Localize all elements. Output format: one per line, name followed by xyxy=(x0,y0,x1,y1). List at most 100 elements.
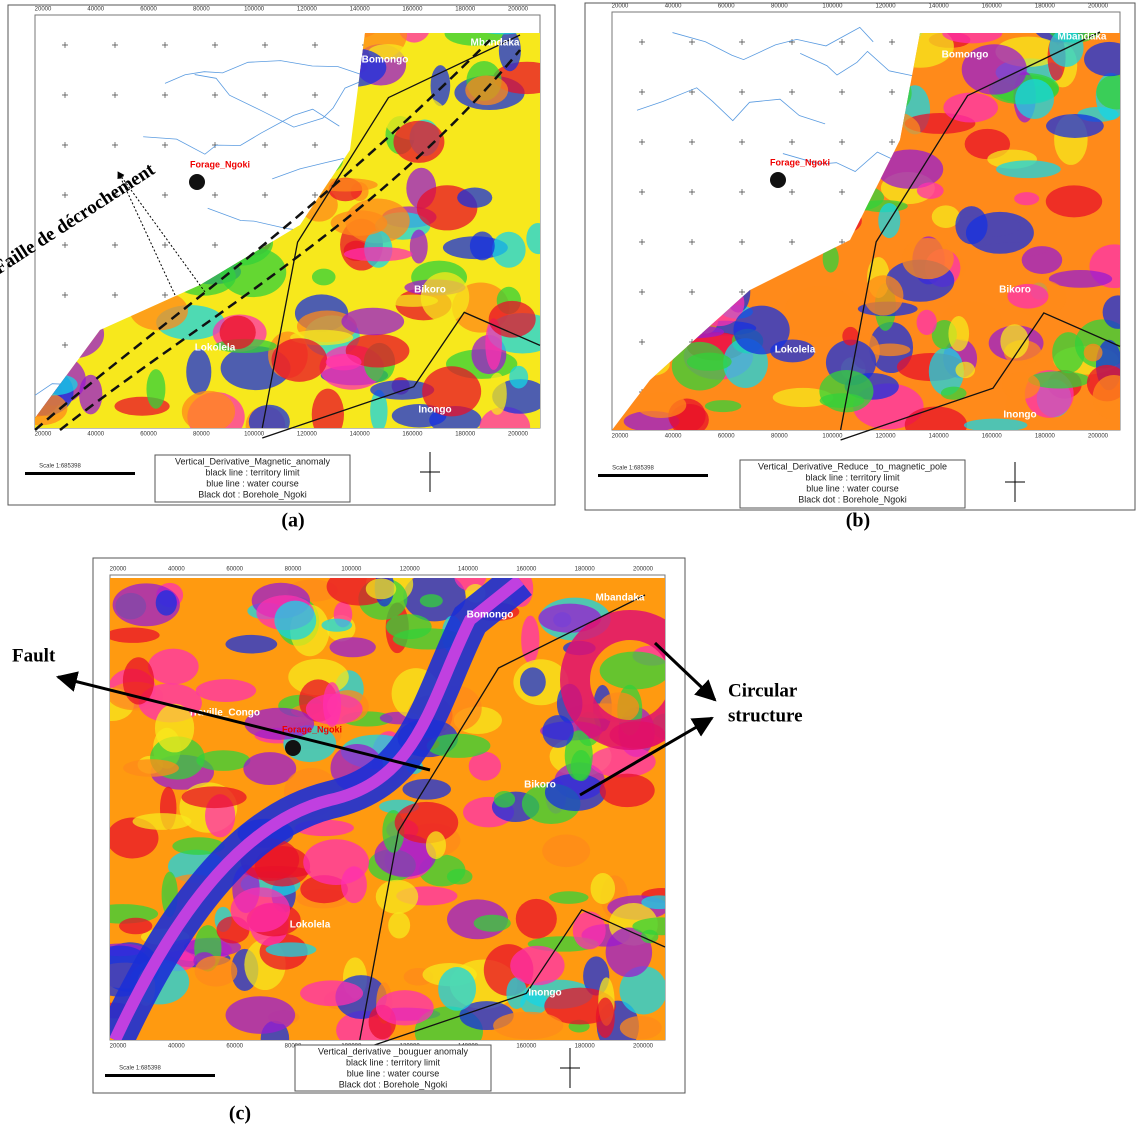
anomaly-blob xyxy=(492,232,526,268)
anomaly-blob xyxy=(426,831,446,859)
x-tick-label: 200000 xyxy=(1088,4,1109,10)
anomaly-blob xyxy=(123,759,179,777)
x-tick-label: 20000 xyxy=(35,7,52,13)
x-tick-label: 100000 xyxy=(341,567,362,573)
anomaly-blob xyxy=(376,880,419,914)
anomaly-blob xyxy=(1084,344,1103,362)
place-label: Lokolela xyxy=(195,343,236,354)
legend-line: Vertical_Derivative_Magnetic_anomaly xyxy=(175,456,331,466)
anomaly-blob xyxy=(864,275,904,315)
x-tick-label: 180000 xyxy=(575,567,596,573)
place-label: Forage_Ngoki xyxy=(190,159,250,169)
x-tick-label: 100000 xyxy=(244,7,265,13)
anomaly-blob xyxy=(1014,192,1039,205)
x-tick-label: 200000 xyxy=(633,1044,654,1050)
place-label: Forage_Ngoki xyxy=(770,157,830,167)
anomaly-blob xyxy=(1015,79,1054,119)
anomaly-blob xyxy=(326,354,362,371)
anomaly-blob xyxy=(488,373,507,415)
anomaly-blob xyxy=(457,188,492,208)
place-label: Bomongo xyxy=(942,50,989,61)
anomaly-blob xyxy=(591,873,615,904)
x-tick-label: 60000 xyxy=(226,567,243,573)
x-tick-label: 140000 xyxy=(458,567,479,573)
x-tick-label: 180000 xyxy=(1035,434,1056,440)
x-tick-label: 20000 xyxy=(35,432,52,438)
x-tick-label: 120000 xyxy=(297,7,318,13)
anomaly-blob xyxy=(266,942,317,956)
anomaly-blob xyxy=(1046,185,1102,217)
anomaly-blob xyxy=(331,210,388,236)
annotation: structure xyxy=(728,705,803,726)
anomaly-blob xyxy=(106,628,160,643)
x-tick-label: 20000 xyxy=(110,567,127,573)
x-tick-label: 100000 xyxy=(822,4,843,10)
anomaly-blob xyxy=(271,338,327,382)
anomaly-blob xyxy=(494,791,515,808)
place-label: Lokolela xyxy=(775,345,816,356)
legend-line: blue line : water course xyxy=(806,483,899,493)
panel-caption: (b) xyxy=(846,510,870,532)
anomaly-map xyxy=(85,561,690,1056)
anomaly-blob xyxy=(470,231,495,260)
legend-line: black line : territory limit xyxy=(805,472,900,482)
x-tick-label: 160000 xyxy=(402,7,423,13)
x-tick-label: 120000 xyxy=(876,434,897,440)
annotation: Circular xyxy=(728,680,798,701)
legend-line: blue line : water course xyxy=(347,1068,440,1078)
x-tick-label: 200000 xyxy=(1088,434,1109,440)
anomaly-blob xyxy=(225,635,277,654)
place-label: Inongo xyxy=(418,405,451,416)
anomaly-blob xyxy=(182,391,235,432)
anomaly-blob xyxy=(819,370,873,412)
anomaly-blob xyxy=(842,327,858,346)
anomaly-blob xyxy=(687,353,732,371)
anomaly-blob xyxy=(955,362,975,378)
x-tick-label: 120000 xyxy=(297,432,318,438)
x-tick-label: 200000 xyxy=(508,7,529,13)
x-tick-label: 140000 xyxy=(929,4,950,10)
anomaly-blob xyxy=(226,996,296,1034)
scale-bar xyxy=(105,1074,215,1077)
anomaly-blob xyxy=(542,715,573,748)
anomaly-blob xyxy=(636,392,686,418)
anomaly-blob xyxy=(1052,332,1084,373)
anomaly-blob xyxy=(521,616,539,664)
anomaly-blob xyxy=(1002,372,1040,399)
anomaly-blob xyxy=(520,667,546,696)
x-tick-label: 60000 xyxy=(226,1044,243,1050)
scale-label: Scale 1:685398 xyxy=(612,466,654,472)
legend-line: Vertical_derivative _bouguer anomaly xyxy=(318,1046,469,1056)
x-tick-label: 60000 xyxy=(140,432,157,438)
x-tick-label: 40000 xyxy=(168,567,185,573)
place-label: Mbandaka xyxy=(596,593,645,604)
anomaly-blob xyxy=(148,649,199,685)
anomaly-blob xyxy=(590,746,656,778)
anomaly-blob xyxy=(133,813,192,830)
place-label: Mbandaka xyxy=(1058,32,1107,43)
x-tick-label: 160000 xyxy=(516,567,537,573)
place-label: Mbandaka xyxy=(471,38,520,49)
x-tick-label: 180000 xyxy=(575,1044,596,1050)
anomaly-blob xyxy=(1022,246,1063,274)
anomaly-blob xyxy=(196,679,256,702)
place-label: Forage_Ngoki xyxy=(282,724,342,734)
anomaly-blob xyxy=(705,400,741,412)
x-tick-label: 40000 xyxy=(87,7,104,13)
x-tick-label: 20000 xyxy=(612,434,629,440)
anomaly-blob xyxy=(600,651,670,689)
x-tick-label: 40000 xyxy=(665,434,682,440)
borehole-dot xyxy=(189,174,205,190)
anomaly-blob xyxy=(300,980,363,1006)
anomaly-blob xyxy=(447,869,473,885)
borehole-dot xyxy=(770,172,786,188)
x-tick-label: 160000 xyxy=(402,432,423,438)
panel-caption: (c) xyxy=(229,1103,251,1125)
anomaly-blob xyxy=(366,578,396,599)
anomaly-blob xyxy=(542,835,590,868)
anomaly-blob xyxy=(344,247,413,261)
x-tick-label: 160000 xyxy=(516,1044,537,1050)
anomaly-blob xyxy=(388,912,410,938)
legend-line: Vertical_Derivative_Reduce _to_magnetic_… xyxy=(758,461,947,471)
x-tick-label: 40000 xyxy=(87,432,104,438)
